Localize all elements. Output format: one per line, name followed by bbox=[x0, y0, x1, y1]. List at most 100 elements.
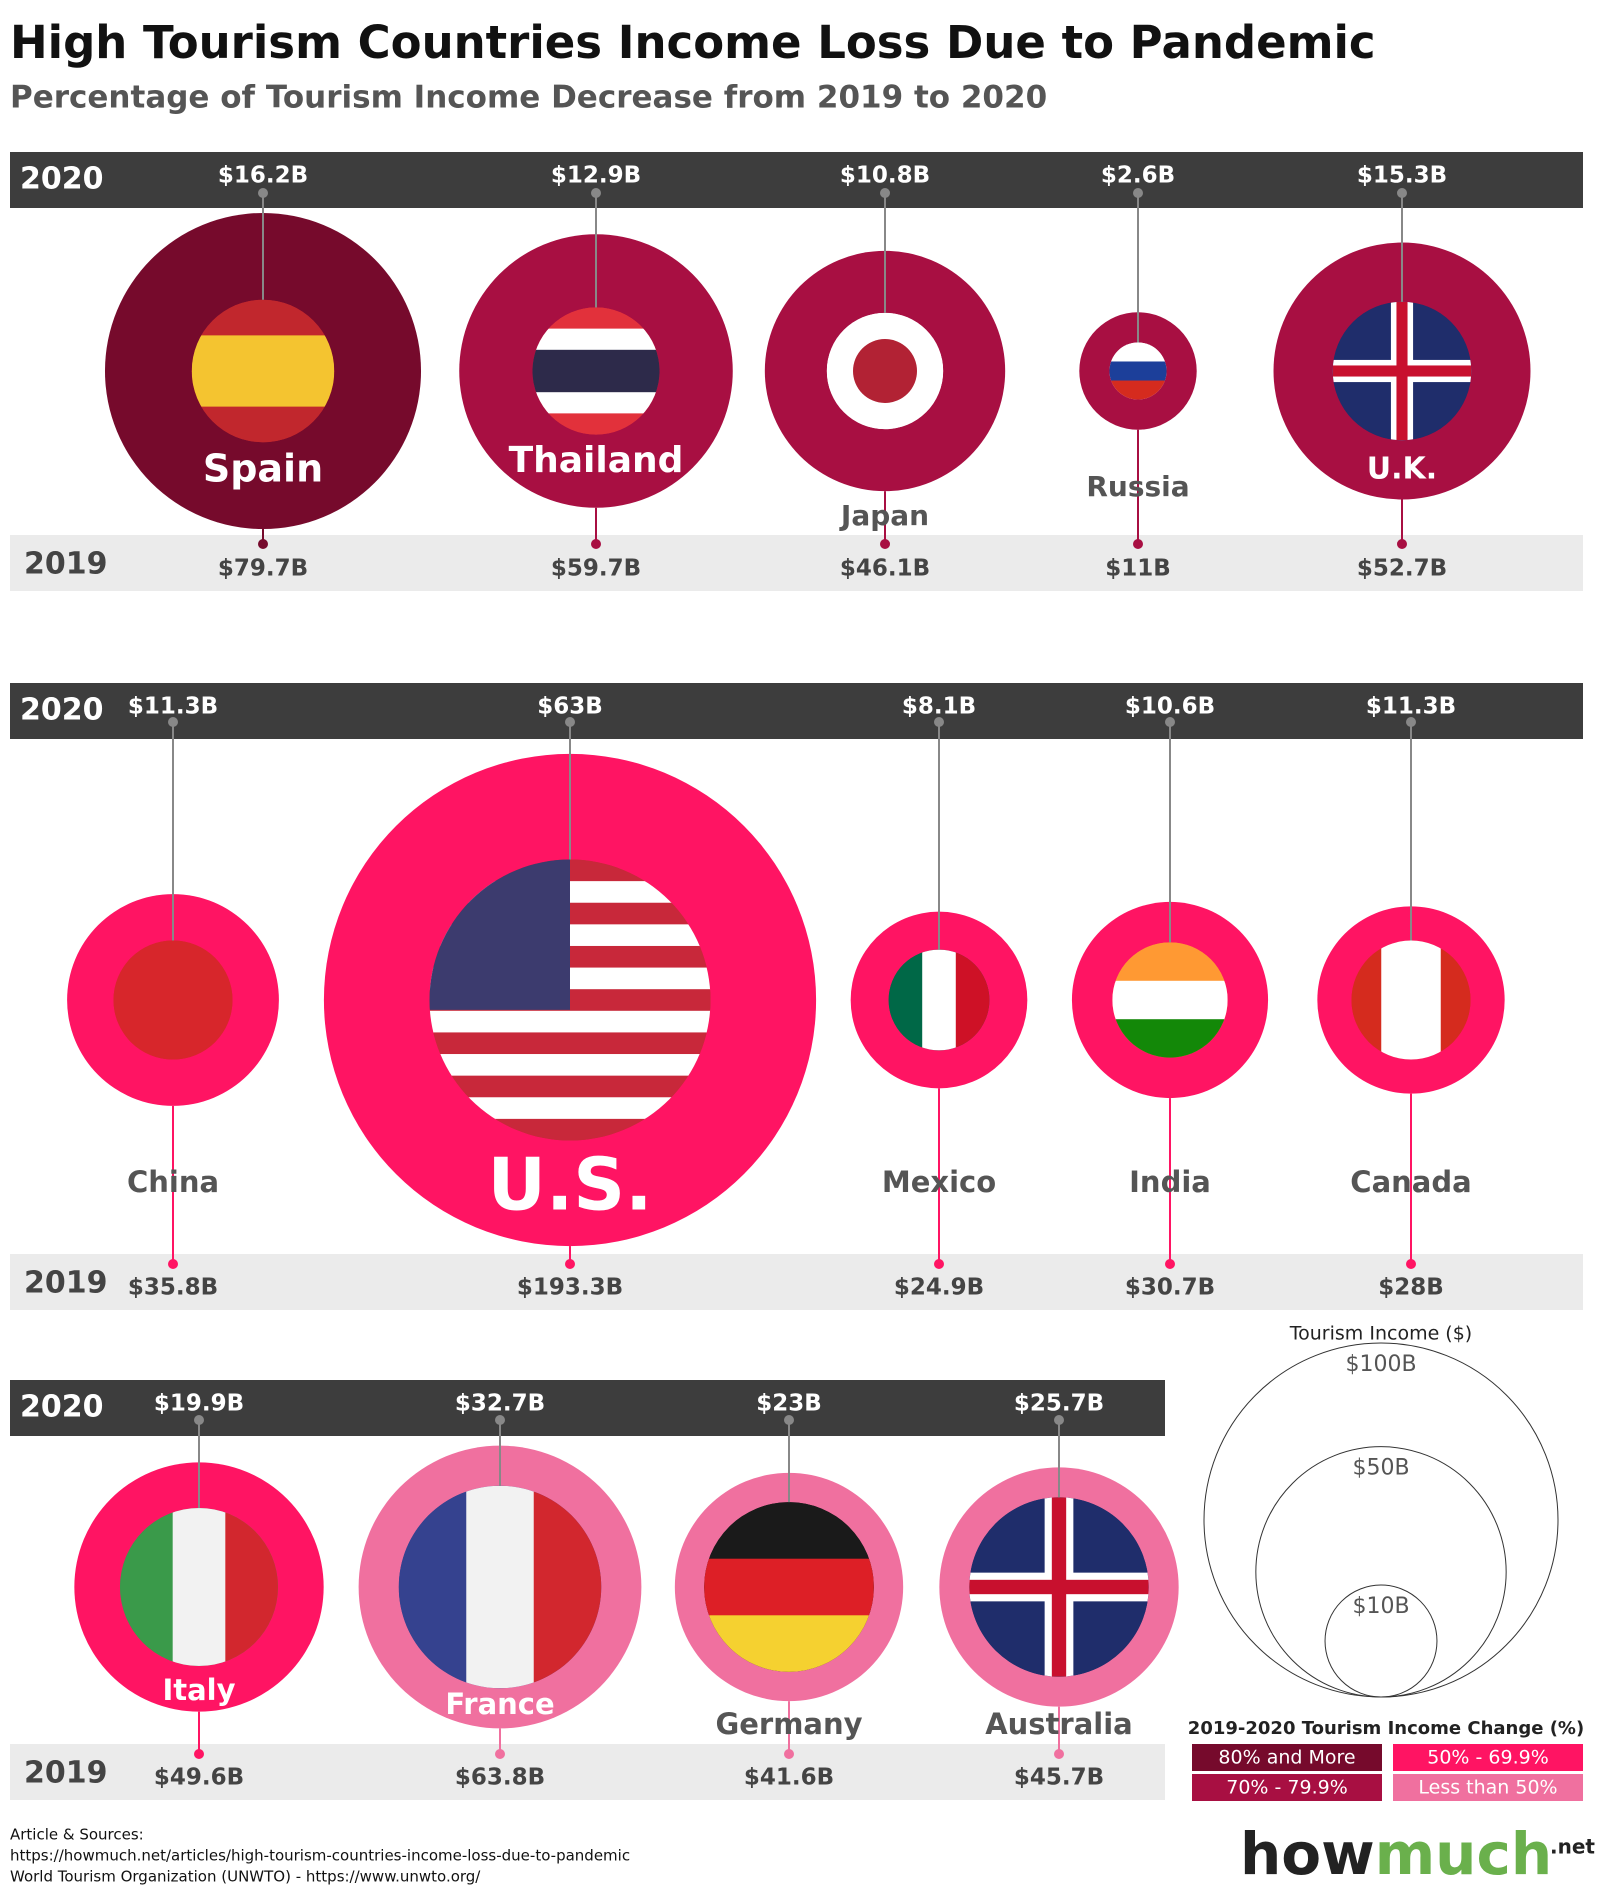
leader-dot bbox=[565, 717, 575, 727]
row-year-label: 2020 bbox=[20, 162, 104, 197]
color-legend-swatch bbox=[1192, 1774, 1382, 1801]
leader-dot bbox=[194, 1749, 204, 1759]
source-line: World Tourism Organization (UNWTO) - htt… bbox=[10, 1868, 481, 1886]
size-legend-circle bbox=[1203, 1342, 1559, 1698]
row-year-label: 2020 bbox=[20, 1390, 104, 1425]
country-name: Spain bbox=[203, 447, 323, 491]
previous-value-label: $79.7B bbox=[218, 556, 308, 582]
country-name: Australia bbox=[985, 1707, 1133, 1741]
current-year-bar bbox=[10, 683, 1583, 739]
color-legend-label: 50% - 69.9% bbox=[1427, 1747, 1549, 1769]
flag-stripe bbox=[113, 940, 233, 1060]
row-year-label: 2019 bbox=[24, 1756, 108, 1791]
flag bbox=[120, 1508, 278, 1666]
previous-year-bar bbox=[10, 1254, 1583, 1310]
leader-dot bbox=[1133, 539, 1143, 549]
previous-value-label: $49.6B bbox=[154, 1765, 244, 1791]
current-value-label: $8.1B bbox=[902, 694, 976, 720]
country-name: Italy bbox=[162, 1673, 235, 1707]
leader-dot bbox=[784, 1749, 794, 1759]
flag-stripe bbox=[429, 1097, 711, 1120]
current-value-label: $16.2B bbox=[218, 163, 308, 189]
current-value-label: $11.3B bbox=[128, 694, 218, 720]
leader-dot bbox=[258, 188, 268, 198]
previous-value-label: $30.7B bbox=[1125, 1275, 1215, 1301]
leader-dot bbox=[934, 717, 944, 727]
country-name: India bbox=[1129, 1165, 1211, 1199]
leader-dot bbox=[1054, 1749, 1064, 1759]
flag-stripe bbox=[429, 1010, 711, 1033]
flag bbox=[191, 299, 335, 443]
chart-subtitle: Percentage of Tourism Income Decrease fr… bbox=[10, 80, 1047, 116]
country-name: Germany bbox=[715, 1707, 862, 1741]
previous-value-label: $11B bbox=[1105, 556, 1171, 582]
color-legend-swatch bbox=[1393, 1744, 1583, 1771]
previous-year-bar bbox=[10, 535, 1583, 591]
leader-dot bbox=[1054, 1415, 1064, 1425]
flag bbox=[532, 307, 660, 435]
flag bbox=[113, 940, 233, 1060]
flag-stripe bbox=[172, 1508, 226, 1666]
current-year-bar bbox=[10, 152, 1583, 208]
row-year-label: 2019 bbox=[24, 1266, 108, 1301]
leader-dot bbox=[1406, 717, 1416, 727]
current-value-label: $11.3B bbox=[1366, 694, 1456, 720]
previous-value-label: $35.8B bbox=[128, 1275, 218, 1301]
previous-value-label: $63.8B bbox=[455, 1765, 545, 1791]
current-value-label: $25.7B bbox=[1014, 1391, 1104, 1417]
leader-dot bbox=[1397, 188, 1407, 198]
flag bbox=[826, 312, 944, 430]
previous-value-label: $24.9B bbox=[894, 1275, 984, 1301]
flag-cross bbox=[1396, 301, 1408, 441]
leader-dot bbox=[565, 1259, 575, 1269]
logo: howmuch bbox=[1240, 1820, 1552, 1888]
leader-dot bbox=[495, 1415, 505, 1425]
row-year-label: 2020 bbox=[20, 693, 104, 728]
size-legend-circle bbox=[1324, 1584, 1438, 1698]
leader-dot bbox=[168, 1259, 178, 1269]
logo-part: how bbox=[1240, 1820, 1375, 1888]
current-value-label: $32.7B bbox=[455, 1391, 545, 1417]
leader-dot bbox=[880, 188, 890, 198]
flag-stripe bbox=[191, 335, 335, 372]
color-legend-swatch bbox=[1192, 1744, 1382, 1771]
color-legend-label: 80% and More bbox=[1218, 1747, 1355, 1769]
flag-stripe bbox=[1109, 361, 1167, 382]
previous-value-label: $46.1B bbox=[840, 556, 930, 582]
current-value-label: $19.9B bbox=[154, 1391, 244, 1417]
leader-dot bbox=[1397, 539, 1407, 549]
color-legend-swatch bbox=[1393, 1774, 1583, 1801]
flag bbox=[969, 1497, 1149, 1677]
current-year-bar bbox=[10, 1380, 1165, 1436]
flag bbox=[704, 1502, 874, 1672]
flag-stripe bbox=[191, 371, 335, 408]
flag-stripe bbox=[922, 949, 957, 1051]
flag bbox=[398, 1485, 602, 1689]
country-name: France bbox=[445, 1687, 554, 1721]
current-value-label: $63B bbox=[537, 694, 603, 720]
flag bbox=[1109, 342, 1167, 400]
current-value-label: $23B bbox=[756, 1391, 822, 1417]
logo-part: much bbox=[1375, 1820, 1552, 1888]
size-legend-label: $50B bbox=[1352, 1456, 1409, 1481]
leader-dot bbox=[258, 539, 268, 549]
flag-stripe bbox=[1381, 940, 1412, 1060]
current-value-label: $10.8B bbox=[840, 163, 930, 189]
country-name: Russia bbox=[1086, 470, 1189, 503]
size-legend-title: Tourism Income ($) bbox=[1289, 1323, 1472, 1345]
flag-disk bbox=[853, 339, 917, 403]
leader-dot bbox=[784, 1415, 794, 1425]
size-legend-label: $100B bbox=[1345, 1352, 1416, 1377]
leader-dot bbox=[194, 1415, 204, 1425]
flag-stripe bbox=[466, 1485, 535, 1689]
logo-suffix: .net bbox=[1550, 1835, 1595, 1859]
flag-stripe bbox=[1411, 940, 1442, 1060]
leader-dot bbox=[495, 1749, 505, 1759]
flag-stripe bbox=[1109, 342, 1167, 362]
flag-stripe bbox=[532, 328, 660, 351]
size-legend-circle bbox=[1255, 1446, 1507, 1698]
country-name: U.K. bbox=[1367, 452, 1437, 487]
sources-heading: Article & Sources: bbox=[10, 1826, 144, 1844]
previous-value-label: $193.3B bbox=[517, 1275, 623, 1301]
